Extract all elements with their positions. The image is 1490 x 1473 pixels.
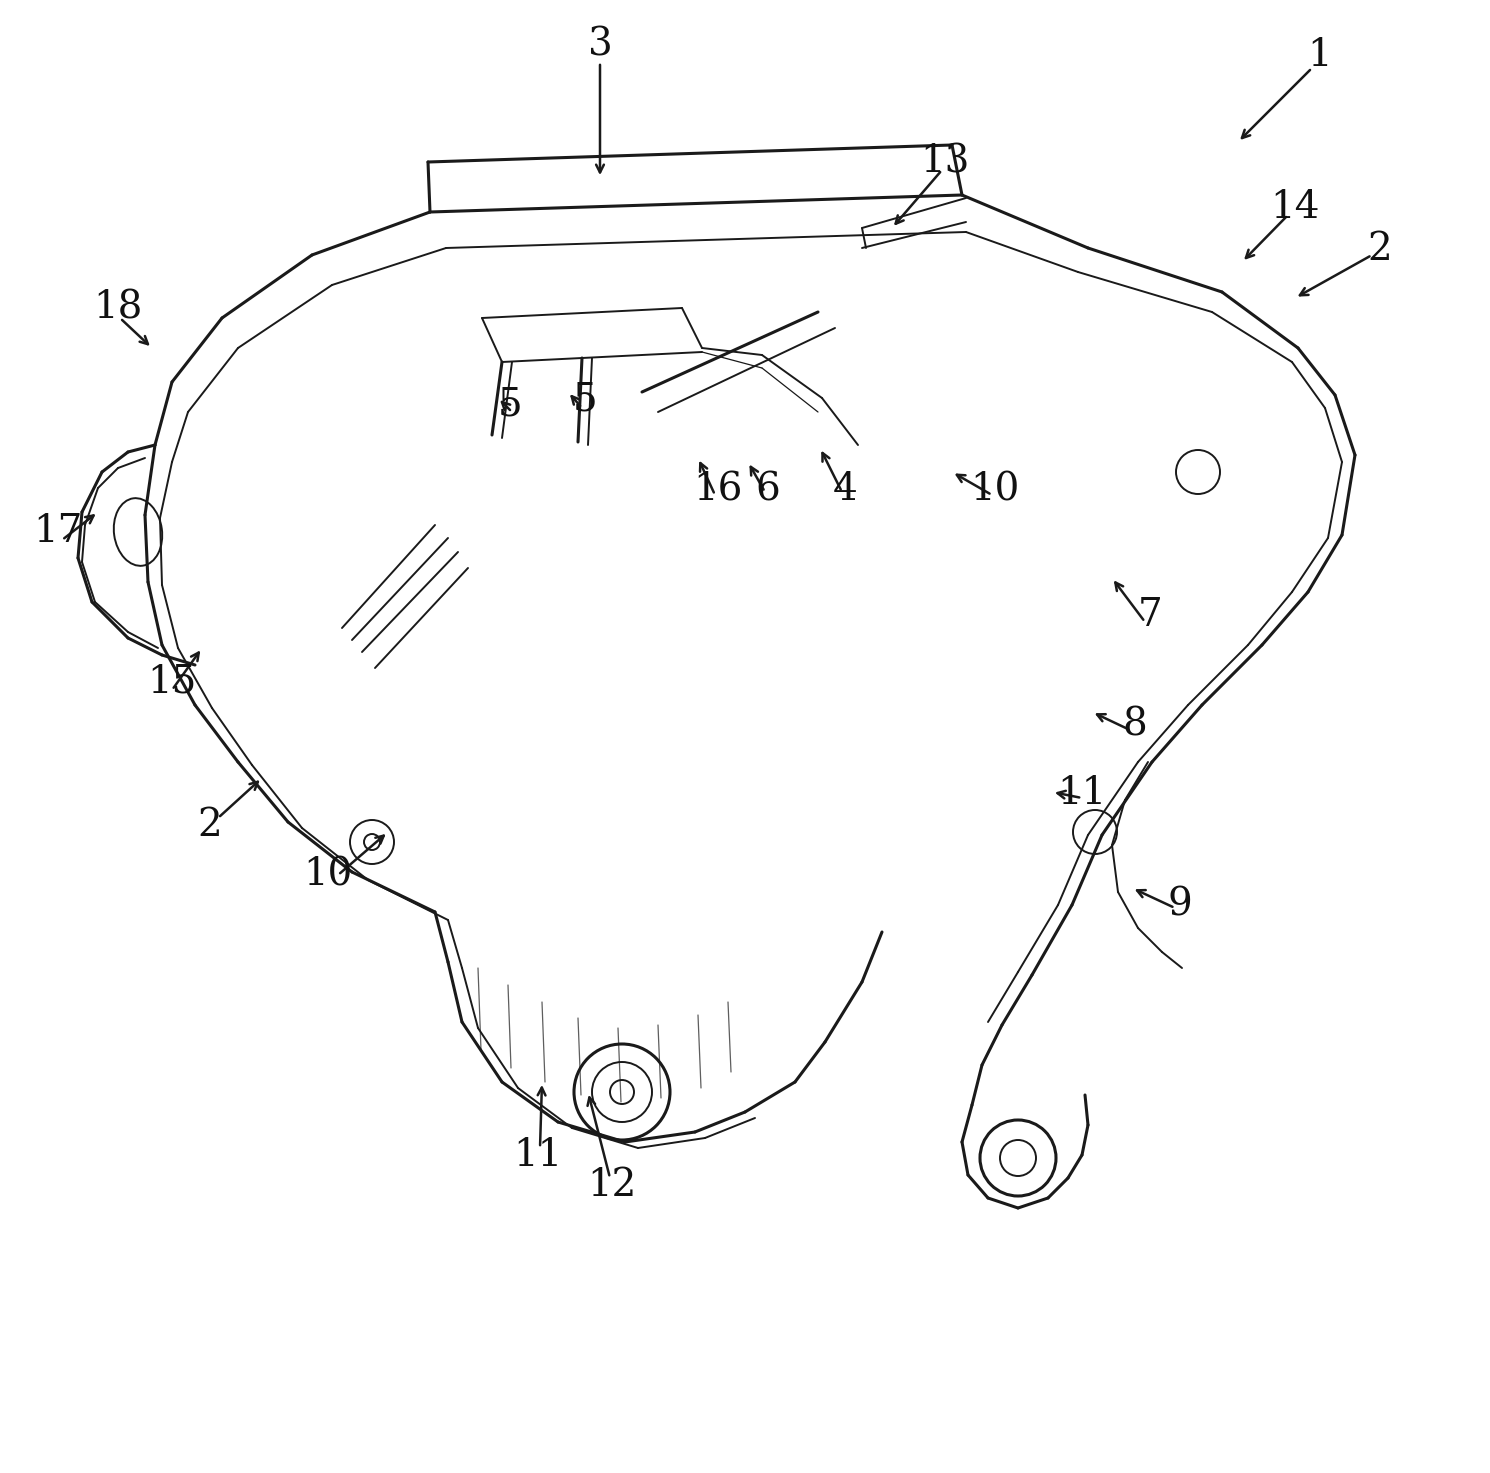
Text: 13: 13 <box>921 143 970 181</box>
Text: 17: 17 <box>33 514 82 551</box>
Text: 14: 14 <box>1271 190 1320 227</box>
Text: 2: 2 <box>198 807 222 844</box>
Text: 2: 2 <box>1368 231 1392 268</box>
Text: 16: 16 <box>693 471 742 508</box>
Text: 3: 3 <box>587 27 612 63</box>
Text: 10: 10 <box>970 471 1019 508</box>
Text: 11: 11 <box>1058 775 1107 812</box>
Text: 1: 1 <box>1308 37 1332 74</box>
Text: 15: 15 <box>148 663 197 701</box>
Text: 10: 10 <box>304 856 353 894</box>
Text: 18: 18 <box>94 290 143 327</box>
Text: 5: 5 <box>498 386 523 424</box>
Text: 12: 12 <box>587 1167 636 1203</box>
Text: 4: 4 <box>833 471 857 508</box>
Text: 11: 11 <box>514 1137 563 1174</box>
Text: 7: 7 <box>1138 597 1162 633</box>
Text: 5: 5 <box>572 382 597 418</box>
Text: 6: 6 <box>755 471 781 508</box>
Text: 9: 9 <box>1168 887 1192 924</box>
Text: 8: 8 <box>1122 707 1147 744</box>
